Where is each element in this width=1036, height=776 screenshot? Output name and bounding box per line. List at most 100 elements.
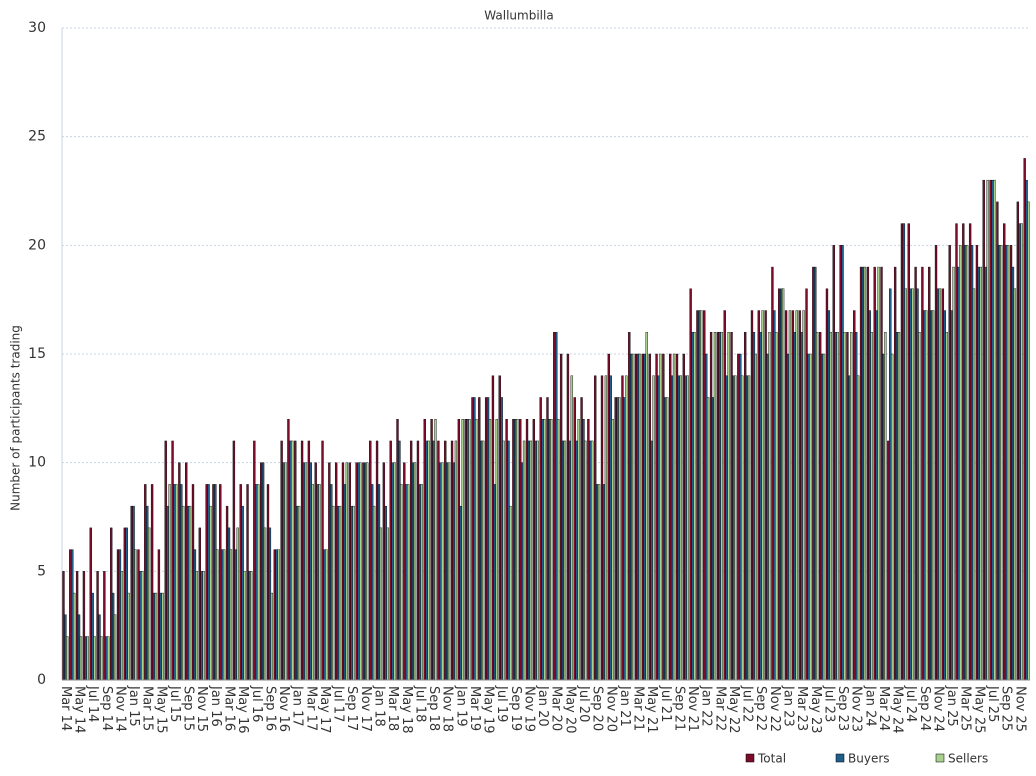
bar bbox=[778, 288, 781, 681]
bar bbox=[952, 266, 955, 681]
bar bbox=[539, 397, 542, 681]
bar bbox=[587, 419, 590, 681]
bar bbox=[185, 462, 188, 681]
bar bbox=[757, 310, 760, 681]
x-tick-label: Sep 20 bbox=[590, 686, 605, 731]
bar bbox=[512, 419, 515, 681]
bar bbox=[682, 353, 685, 681]
bar bbox=[923, 310, 926, 681]
bar bbox=[182, 505, 185, 681]
bar bbox=[943, 310, 946, 681]
bar bbox=[484, 397, 488, 681]
x-tick-label: Jul 24 bbox=[903, 685, 918, 722]
bar bbox=[566, 353, 570, 681]
bar bbox=[232, 440, 236, 681]
bar bbox=[296, 505, 299, 681]
bar bbox=[246, 484, 249, 681]
bar bbox=[1003, 223, 1006, 681]
bar bbox=[1025, 179, 1028, 681]
bar bbox=[834, 332, 837, 681]
bar bbox=[478, 397, 481, 681]
bar bbox=[66, 636, 69, 681]
bar bbox=[611, 419, 614, 681]
bar bbox=[366, 462, 369, 681]
bar bbox=[1006, 245, 1010, 681]
bar bbox=[732, 375, 735, 681]
bar bbox=[725, 375, 728, 681]
bar bbox=[147, 527, 151, 681]
bar bbox=[234, 549, 237, 681]
bar bbox=[137, 549, 140, 681]
bar bbox=[716, 332, 720, 681]
bar bbox=[664, 397, 667, 681]
y-tick-label: 30 bbox=[28, 20, 46, 36]
bar bbox=[198, 527, 201, 681]
bar bbox=[372, 505, 376, 681]
x-tick-label: Mar 18 bbox=[385, 686, 400, 731]
bar bbox=[309, 462, 312, 681]
x-tick-label: Jan 21 bbox=[617, 685, 632, 727]
x-tick-label: Nov 16 bbox=[276, 686, 291, 732]
bar bbox=[561, 440, 565, 681]
bar bbox=[241, 505, 244, 681]
bar bbox=[752, 332, 756, 681]
bar bbox=[214, 484, 217, 681]
bar bbox=[607, 353, 610, 681]
bar bbox=[400, 484, 403, 681]
bar bbox=[846, 332, 849, 681]
bar bbox=[362, 462, 365, 681]
bar bbox=[529, 440, 533, 681]
bar bbox=[236, 527, 239, 681]
bar bbox=[1018, 223, 1021, 681]
bar bbox=[666, 397, 669, 681]
bar bbox=[175, 484, 178, 681]
bar bbox=[966, 245, 969, 681]
bar bbox=[816, 332, 819, 681]
bar bbox=[452, 462, 456, 681]
bar bbox=[986, 179, 989, 681]
bar bbox=[670, 375, 674, 681]
bar bbox=[152, 592, 156, 681]
bar bbox=[1013, 288, 1017, 681]
x-tick-label: Sep 19 bbox=[508, 686, 523, 731]
bar bbox=[371, 484, 374, 681]
bar bbox=[750, 310, 754, 681]
bar bbox=[641, 353, 645, 681]
x-tick-label: Jul 14 bbox=[85, 685, 100, 722]
bar bbox=[225, 505, 229, 681]
bar bbox=[284, 462, 287, 681]
bar bbox=[934, 245, 938, 681]
bar bbox=[693, 332, 696, 681]
bar bbox=[938, 288, 942, 681]
bar bbox=[950, 310, 953, 681]
bar bbox=[459, 505, 462, 681]
bar bbox=[289, 440, 292, 681]
bar bbox=[841, 245, 844, 681]
bar bbox=[672, 353, 676, 681]
bar bbox=[250, 571, 253, 681]
y-tick-label: 10 bbox=[28, 455, 46, 471]
bar bbox=[795, 310, 798, 681]
bar bbox=[498, 375, 501, 681]
x-tick-label: May 14 bbox=[72, 686, 87, 734]
bar bbox=[75, 571, 79, 681]
bar bbox=[870, 332, 873, 681]
bar bbox=[662, 353, 665, 681]
bar bbox=[689, 288, 692, 681]
bar bbox=[420, 484, 423, 681]
x-tick-label: Jul 19 bbox=[494, 685, 509, 722]
x-tick-label: Sep 21 bbox=[671, 686, 686, 731]
bar bbox=[982, 179, 985, 681]
bar bbox=[527, 440, 531, 681]
bar bbox=[202, 571, 205, 681]
bar bbox=[375, 440, 379, 681]
bar bbox=[814, 266, 817, 681]
bar bbox=[491, 375, 495, 681]
bar bbox=[334, 462, 338, 681]
bar bbox=[89, 527, 92, 681]
legend-label: Total bbox=[757, 752, 786, 766]
bar bbox=[975, 245, 979, 681]
bar bbox=[260, 462, 263, 681]
bar bbox=[928, 266, 931, 681]
bar bbox=[330, 484, 333, 681]
